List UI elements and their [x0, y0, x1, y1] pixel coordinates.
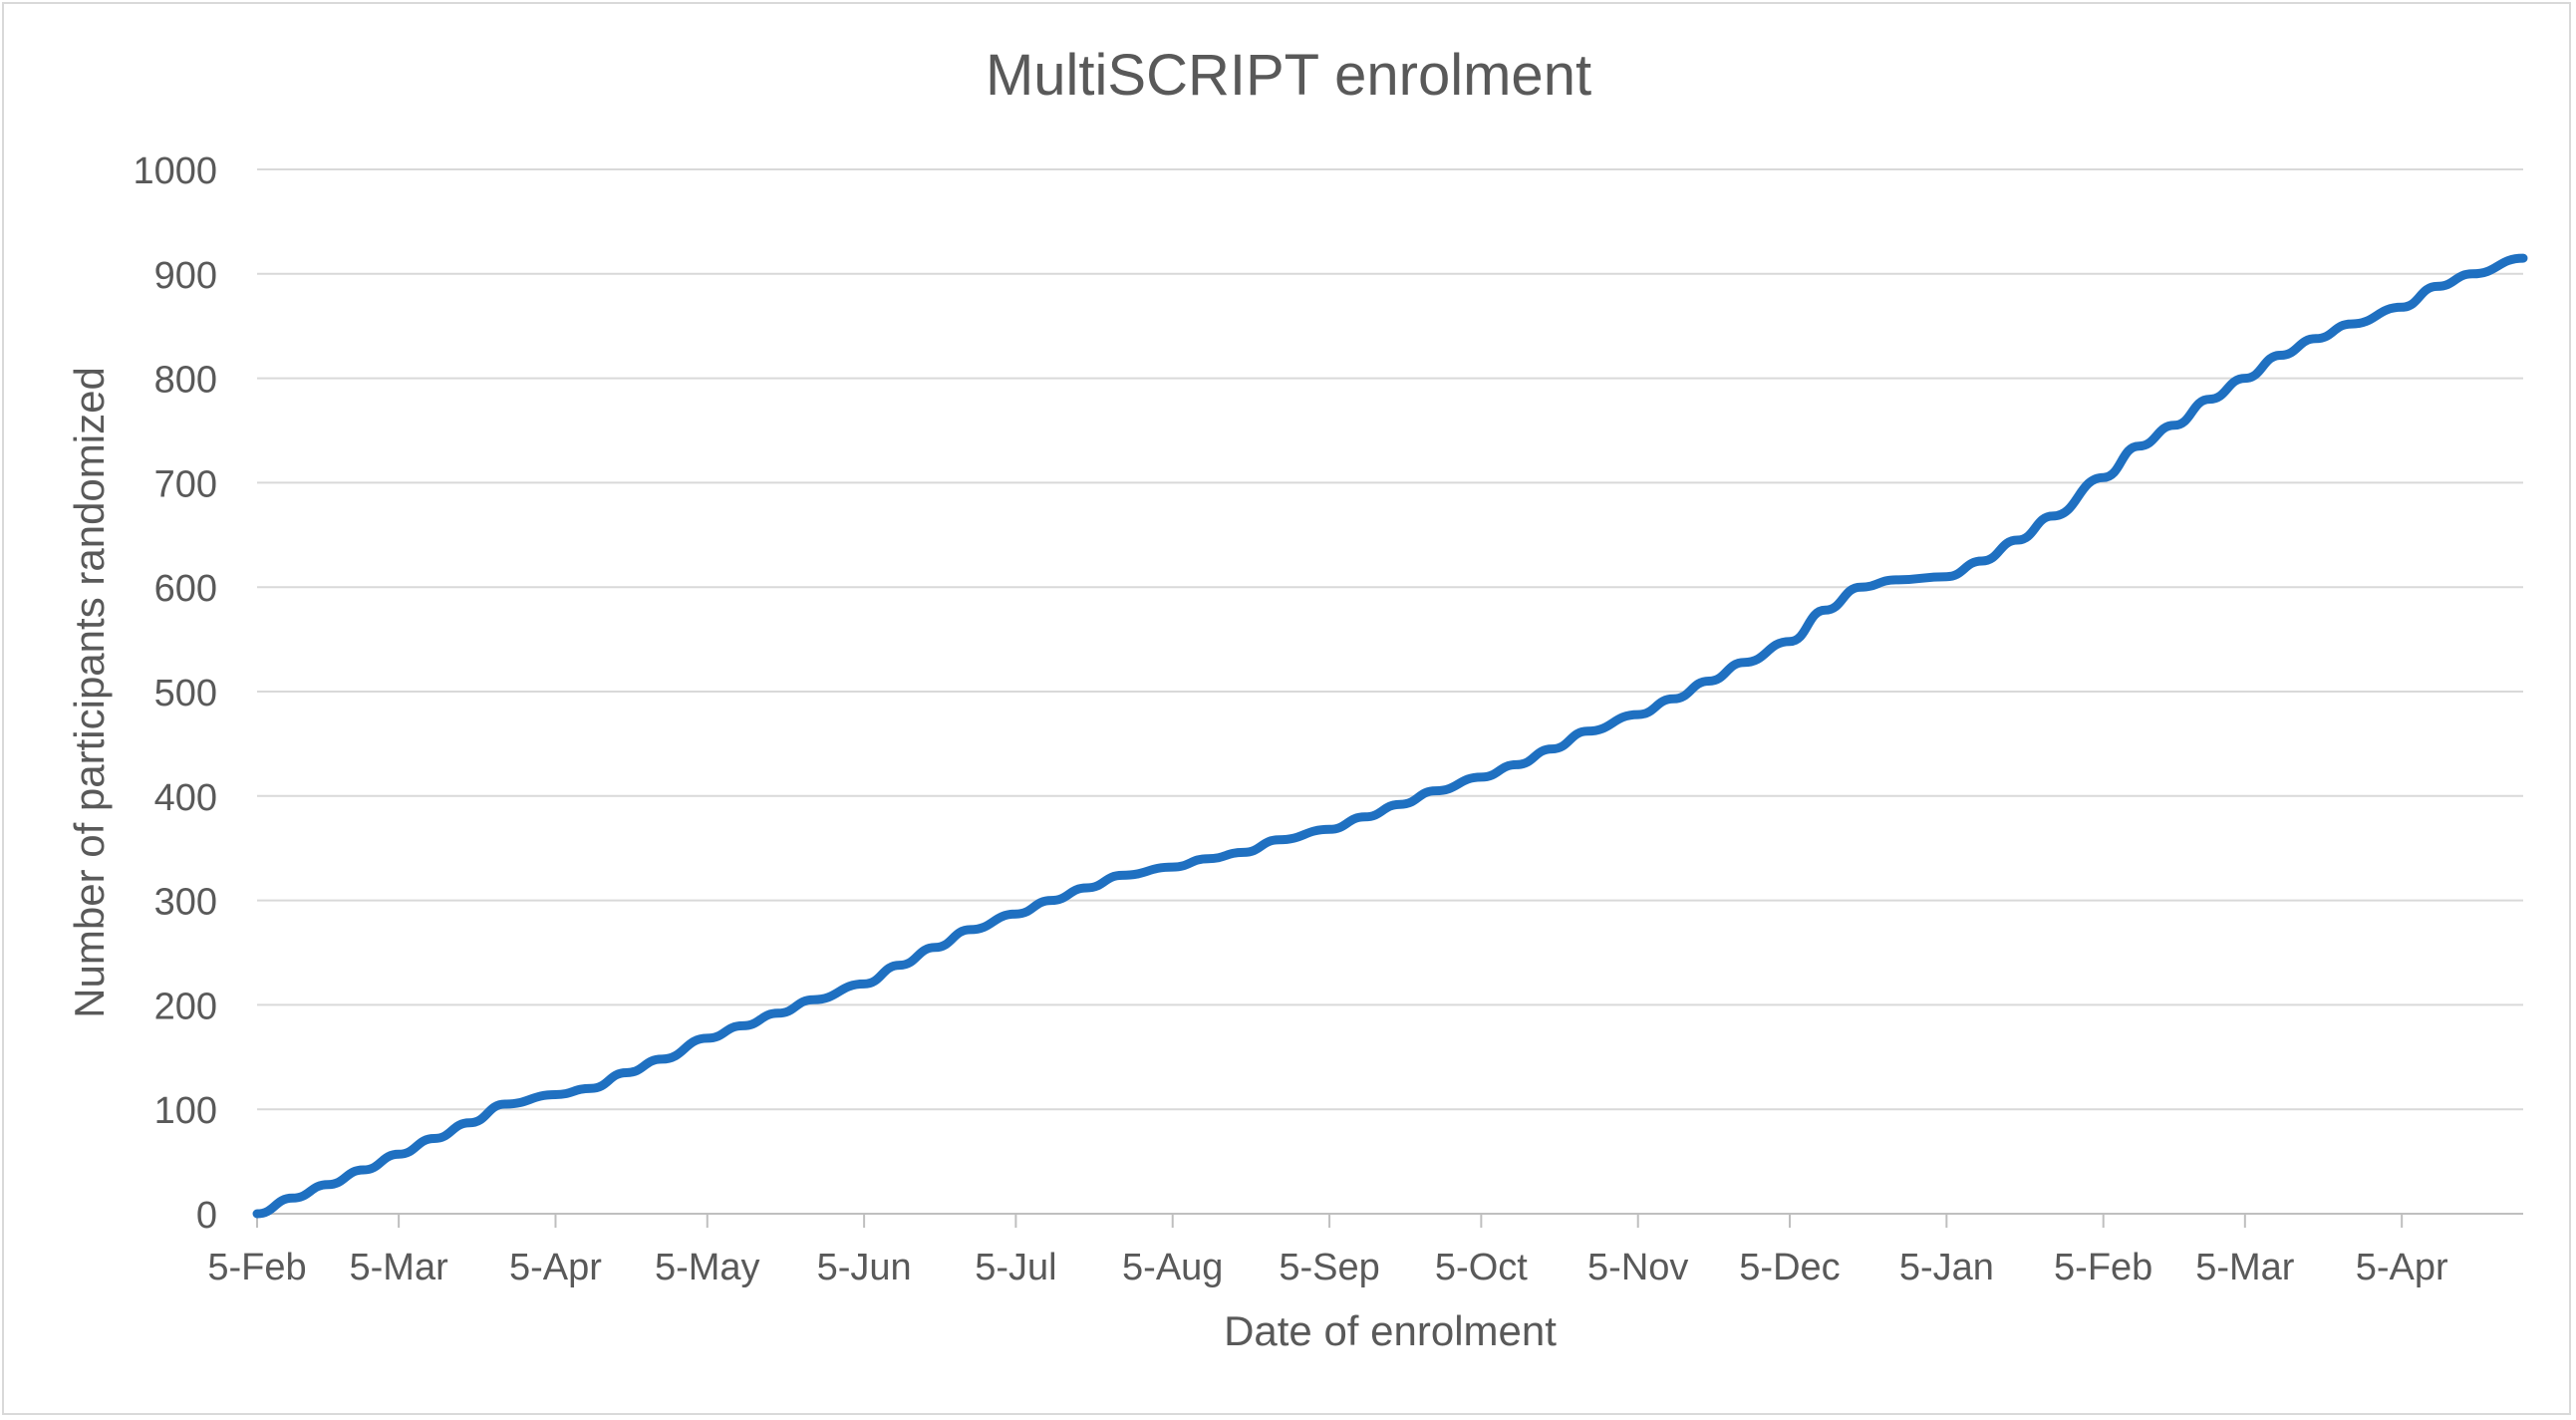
x-tick-label: 5-Mar	[350, 1247, 449, 1288]
x-axis-label: Date of enrolment	[1224, 1307, 1557, 1354]
data-point	[2277, 352, 2284, 359]
x-tick-label: 5-Jan	[1899, 1247, 1994, 1288]
x-tick-label: 5-May	[655, 1247, 760, 1288]
data-point	[254, 1211, 260, 1217]
series-line	[252, 253, 2528, 1219]
data-point	[810, 996, 817, 1003]
data-point	[659, 1055, 666, 1062]
data-point	[430, 1135, 437, 1142]
y-tick-label: 0	[196, 1195, 217, 1237]
x-tick-label: 5-Aug	[1122, 1247, 1223, 1288]
data-point	[1787, 638, 1793, 645]
data-point	[774, 1009, 781, 1016]
y-tick-label: 800	[154, 360, 217, 402]
data-point	[1361, 813, 1368, 820]
data-point	[1943, 573, 1950, 580]
x-tick-label: 5-Sep	[1279, 1247, 1379, 1288]
data-point	[2312, 335, 2319, 342]
data-point	[2399, 304, 2406, 311]
data-point	[1326, 826, 1333, 833]
y-tick-label: 500	[154, 673, 217, 714]
data-point	[1432, 787, 1439, 794]
data-point	[2136, 442, 2143, 449]
data-point	[2348, 321, 2355, 328]
y-tick-label: 1000	[133, 150, 217, 192]
data-point	[1858, 584, 1864, 591]
data-point	[1478, 773, 1485, 780]
data-point	[2100, 474, 2107, 481]
x-tick-label: 5-Nov	[1587, 1247, 1688, 1288]
data-point	[588, 1085, 594, 1092]
x-tick-label: 5-Feb	[207, 1247, 306, 1288]
data-point	[1978, 558, 1985, 564]
x-tick-label: 5-Apr	[2356, 1247, 2448, 1288]
data-point	[1513, 761, 1520, 768]
y-tick-labels: 0 100 200 300 400 500 600 700 800 900 1000	[133, 150, 217, 1237]
y-tick-label: 300	[154, 882, 217, 924]
series-layer	[252, 253, 2528, 1219]
data-point	[466, 1119, 473, 1126]
data-point	[396, 1151, 403, 1158]
gridlines	[257, 168, 2523, 1111]
data-point	[325, 1181, 332, 1188]
x-tick-labels: 5-Feb 5-Mar 5-Apr 5-May 5-Jun 5-Jul 5-Aug 5-Sep…	[207, 1247, 2448, 1288]
x-tick-label: 5-Jun	[817, 1247, 912, 1288]
data-point	[1822, 607, 1829, 614]
data-point	[623, 1069, 630, 1076]
data-point	[1119, 872, 1125, 879]
data-point	[1549, 745, 1556, 752]
data-point	[1012, 911, 1019, 918]
x-axis	[256, 1213, 2523, 1228]
y-tick-label: 100	[154, 1090, 217, 1132]
data-point	[552, 1091, 559, 1098]
data-point	[1397, 801, 1404, 808]
data-point	[360, 1167, 367, 1173]
x-tick-label: 5-Oct	[1435, 1247, 1528, 1288]
data-point	[2520, 255, 2526, 262]
data-point	[2170, 422, 2177, 428]
data-point	[861, 981, 868, 988]
data-point	[2049, 512, 2056, 519]
data-point	[1047, 897, 1054, 904]
data-point	[1584, 727, 1590, 734]
data-point	[932, 944, 939, 951]
data-point	[1169, 864, 1176, 871]
data-point	[2241, 375, 2248, 382]
x-tick-label: 5-Jul	[975, 1247, 1056, 1288]
data-point	[704, 1034, 711, 1041]
data-point	[1240, 849, 1247, 856]
data-point	[2014, 537, 2021, 543]
x-tick-label: 5-Mar	[2195, 1247, 2295, 1288]
data-point	[501, 1101, 508, 1107]
y-tick-label: 400	[154, 777, 217, 819]
data-point	[1892, 576, 1899, 583]
data-point	[2433, 283, 2440, 290]
y-tick-label: 700	[154, 463, 217, 505]
data-point	[1083, 885, 1090, 891]
y-tick-label: 200	[154, 986, 217, 1027]
y-axis-label: Number of participants randomized	[66, 367, 113, 1018]
data-point	[2469, 270, 2476, 277]
x-tick-label: 5-Apr	[509, 1247, 602, 1288]
data-point	[1705, 678, 1712, 685]
data-point	[1670, 696, 1677, 703]
x-tick-label: 5-Dec	[1739, 1247, 1840, 1288]
data-point	[2206, 396, 2213, 403]
data-point	[289, 1195, 296, 1202]
data-point	[1276, 836, 1283, 843]
x-tick-label: 5-Feb	[2054, 1247, 2152, 1288]
y-tick-label: 900	[154, 255, 217, 297]
data-point	[967, 926, 974, 933]
data-point	[1634, 711, 1641, 718]
data-point	[896, 962, 903, 969]
chart-title: MultiSCRIPT enrolment	[986, 43, 1591, 108]
data-point	[739, 1022, 746, 1029]
y-tick-label: 600	[154, 568, 217, 610]
data-point	[1205, 855, 1212, 862]
data-point	[1741, 659, 1748, 666]
